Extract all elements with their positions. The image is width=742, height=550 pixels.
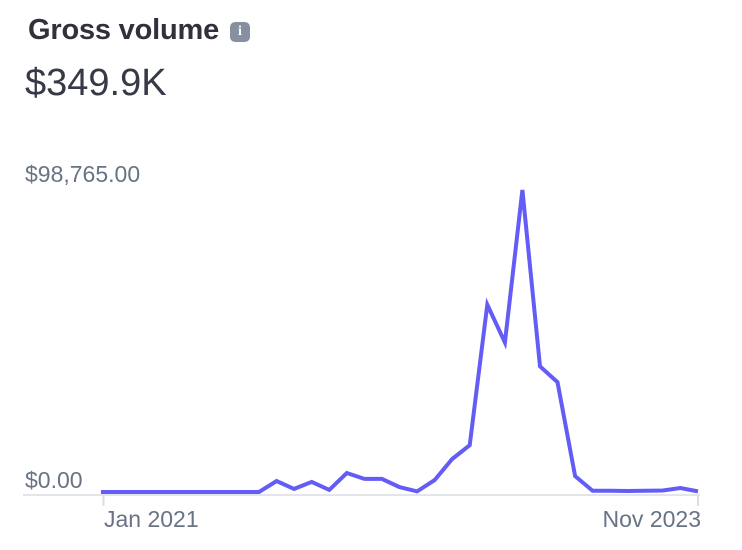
y-axis-min-label: $0.00 — [25, 467, 83, 493]
gross-volume-line-series — [101, 189, 699, 494]
info-icon[interactable]: i — [230, 22, 250, 42]
x-axis-end-label: Nov 2023 — [602, 506, 701, 532]
x-axis-start-label: Jan 2021 — [104, 506, 199, 532]
card-header: Gross volume i — [28, 16, 250, 45]
chart-title: Gross volume — [28, 14, 219, 46]
y-axis-max-label: $98,765.00 — [25, 161, 141, 187]
info-icon-glyph: i — [238, 24, 242, 39]
gross-volume-total: $349.9K — [25, 62, 167, 104]
